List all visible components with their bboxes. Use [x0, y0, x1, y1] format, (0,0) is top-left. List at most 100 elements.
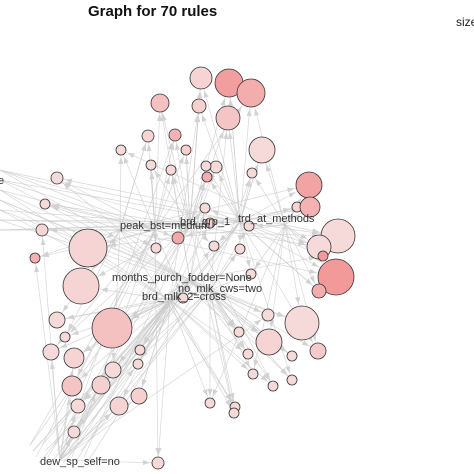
rule-node	[204, 217, 216, 229]
edge-arrow	[66, 314, 75, 320]
edge-arrow	[66, 397, 72, 406]
rule-edge	[86, 221, 241, 464]
rule-edge	[119, 229, 157, 249]
edge-arrow	[301, 340, 310, 347]
rule-edge	[0, 219, 191, 226]
rule-node	[209, 160, 223, 174]
rule-edge	[77, 299, 171, 446]
rule-node	[104, 361, 122, 379]
edge-arrow	[199, 214, 205, 223]
edge-arrow	[260, 375, 268, 382]
rule-edge	[239, 221, 320, 292]
rule-node	[286, 374, 298, 386]
edge-arrow	[170, 176, 176, 185]
rule-node	[134, 344, 146, 356]
rule-node	[299, 196, 321, 218]
edge-arrow	[264, 372, 270, 380]
edge-arrow	[229, 392, 235, 401]
edge-arrow	[127, 369, 134, 377]
rule-node	[201, 171, 213, 183]
rule-node	[39, 198, 51, 210]
edge-arrow	[250, 326, 258, 333]
rule-edge	[189, 279, 249, 355]
edge-arrow	[111, 352, 117, 361]
edge-arrow	[183, 225, 191, 233]
rule-edge	[209, 224, 286, 404]
rule-edge	[174, 134, 191, 226]
rule-node	[215, 105, 241, 131]
rule-edge	[239, 221, 293, 381]
edge-arrow	[49, 361, 55, 370]
rule-edge	[204, 207, 241, 223]
rule-node	[150, 242, 162, 254]
edge-arrow	[98, 270, 106, 277]
rule-edge	[83, 224, 191, 458]
rule-edge	[0, 169, 191, 226]
edge-arrow	[70, 325, 78, 333]
rule-edge	[209, 289, 293, 381]
rule-edge	[169, 299, 211, 404]
rule-edge	[209, 289, 235, 414]
edge-arrow	[212, 389, 218, 397]
rule-edge	[209, 289, 236, 408]
edge-arrow	[194, 114, 200, 123]
edge-arrow	[127, 152, 135, 159]
rule-edge	[119, 229, 240, 333]
edge-arrow	[237, 235, 243, 242]
rule-node	[204, 397, 216, 409]
edge-arrow	[311, 261, 319, 268]
edge-arrow	[254, 319, 262, 326]
rule-edge	[56, 279, 191, 452]
rule-node	[248, 136, 276, 164]
rule-node	[317, 258, 355, 296]
rule-edge	[169, 299, 254, 375]
rule-node	[208, 240, 220, 252]
edge-arrow	[83, 345, 92, 352]
rule-edge	[189, 224, 235, 414]
rule-edge	[0, 209, 191, 226]
rule-edge	[209, 289, 274, 387]
edge-arrow	[246, 108, 252, 117]
edge-arrow	[235, 106, 242, 114]
edge-arrow	[197, 90, 203, 99]
rule-node	[180, 144, 192, 156]
edge-arrow	[305, 278, 313, 286]
edge-arrow	[156, 113, 162, 122]
edge-arrow	[224, 399, 231, 407]
rule-edge	[154, 206, 311, 231]
edge-arrow	[60, 342, 68, 348]
rule-node	[151, 456, 165, 470]
edge-arrow	[219, 174, 225, 182]
edge-arrow	[178, 156, 184, 164]
edge-arrow	[83, 392, 91, 400]
rule-node	[242, 348, 254, 360]
edge-arrow	[146, 143, 152, 152]
edge-arrow	[287, 212, 294, 221]
edge-arrow	[201, 234, 209, 242]
edge-arrow	[253, 359, 259, 368]
rule-edge	[0, 219, 241, 223]
edge-arrow	[211, 210, 219, 216]
rule-node	[255, 328, 283, 356]
edge-arrow	[237, 276, 245, 282]
edge-arrow	[163, 230, 171, 236]
edge-arrow	[227, 131, 233, 140]
rule-edge	[200, 77, 241, 223]
edge-arrow	[254, 261, 262, 269]
edge-arrow	[84, 393, 92, 401]
edge-arrow	[64, 178, 73, 184]
rule-node	[70, 398, 86, 414]
rule-node	[236, 78, 266, 108]
rule-edge	[154, 134, 176, 231]
edge-arrow	[154, 170, 161, 179]
rule-node	[168, 128, 182, 142]
item-label-brd-mlk: brd_mlk_2=cross	[142, 291, 227, 303]
rule-edge	[189, 224, 274, 387]
edge-arrow	[62, 304, 69, 312]
edge-arrow	[295, 296, 301, 305]
edge-arrow	[68, 323, 74, 331]
item-label-brd-grp: brd_grp_1	[180, 216, 230, 228]
edge-arrow	[149, 171, 155, 180]
edge-arrow	[207, 389, 213, 396]
edge-arrow	[202, 389, 208, 397]
